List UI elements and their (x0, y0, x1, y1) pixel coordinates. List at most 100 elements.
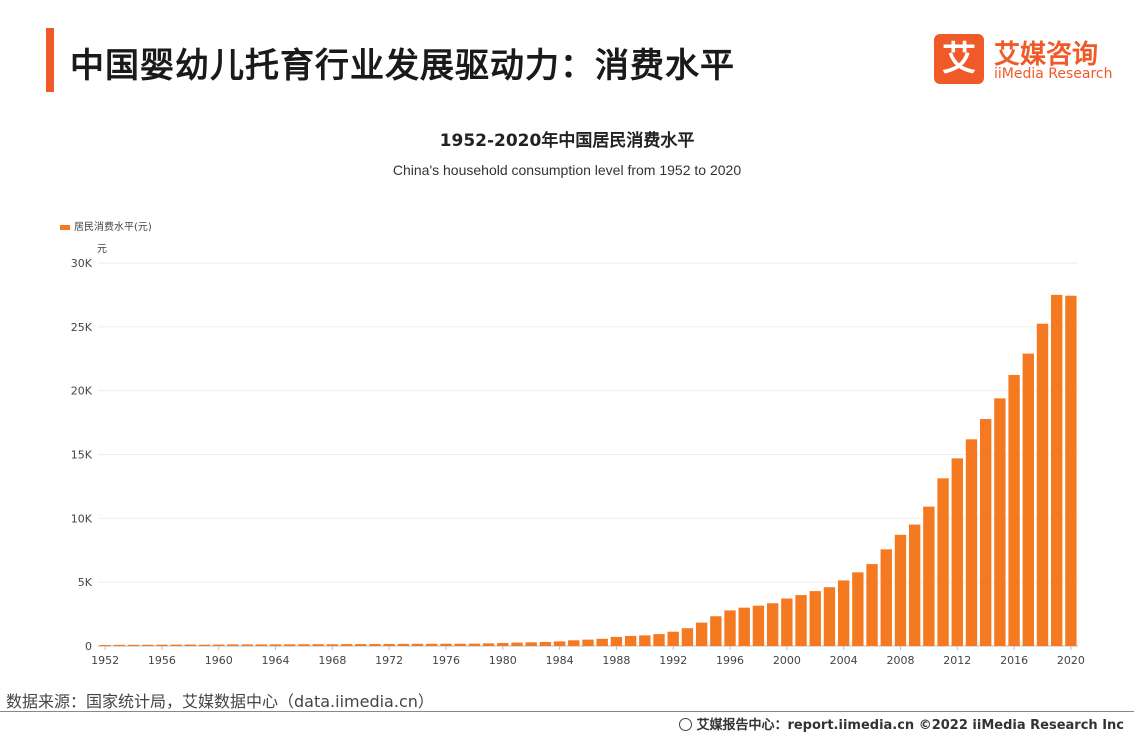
bar-1952[interactable] (99, 644, 111, 646)
bar-1954[interactable] (127, 644, 140, 646)
bar-2001[interactable] (795, 595, 807, 646)
iimedia-logo: 艾 艾媒咨询 iiMedia Research (934, 34, 1124, 86)
bar-1957[interactable] (170, 644, 182, 646)
y-tick-label: 5K (78, 576, 93, 589)
bar-2012[interactable] (951, 458, 963, 646)
bar-1978[interactable] (468, 643, 481, 646)
bar-1974[interactable] (411, 643, 424, 646)
bar-1990[interactable] (639, 635, 651, 646)
bar-1991[interactable] (653, 634, 665, 646)
bar-1958[interactable] (184, 644, 196, 646)
bar-1997[interactable] (738, 607, 750, 646)
bar-1995[interactable] (710, 616, 722, 646)
logo-mark-icon: 艾 (934, 34, 984, 84)
bar-2016[interactable] (1008, 374, 1020, 646)
bar-1984[interactable] (553, 641, 566, 646)
bar-1953[interactable] (113, 644, 125, 646)
globe-icon (679, 718, 693, 731)
bar-2019[interactable] (1051, 294, 1063, 646)
bar-2009[interactable] (908, 524, 921, 646)
bar-1988[interactable] (610, 636, 623, 646)
chart-subtitle: China's household consumption level from… (392, 162, 742, 178)
x-tick-label: 1968 (318, 654, 346, 667)
bar-1981[interactable] (511, 642, 523, 646)
bar-1956[interactable] (156, 644, 168, 646)
bar-2020[interactable] (1065, 295, 1077, 646)
x-tick-label: 1952 (91, 654, 119, 667)
y-axis-unit: 元 (97, 244, 107, 255)
x-tick-label: 1964 (262, 654, 290, 667)
bar-1996[interactable] (724, 610, 736, 646)
title-accent-bar (46, 28, 54, 92)
footer: 艾媒报告中心：report.iimedia.cn ©2022 iiMedia R… (679, 714, 1124, 733)
x-tick-label: 1960 (205, 654, 233, 667)
bar-2017[interactable] (1022, 353, 1034, 646)
footer-divider (0, 711, 1134, 712)
bar-1999[interactable] (766, 603, 779, 646)
bar-1998[interactable] (752, 605, 765, 646)
bar-2013[interactable] (965, 439, 978, 646)
bar-1968[interactable] (326, 644, 339, 646)
bar-1963[interactable] (255, 644, 268, 646)
bar-1975[interactable] (426, 643, 438, 646)
bar-1982[interactable] (525, 642, 537, 646)
y-tick-label: 15K (71, 449, 93, 462)
bar-1980[interactable] (497, 642, 509, 646)
bar-1969[interactable] (340, 644, 353, 646)
x-tick-label: 2020 (1057, 654, 1085, 667)
bar-1971[interactable] (369, 644, 381, 646)
bar-2007[interactable] (880, 549, 892, 646)
bar-2000[interactable] (781, 598, 793, 646)
bar-1955[interactable] (142, 644, 154, 646)
x-tick-label: 1992 (659, 654, 687, 667)
bar-2014[interactable] (980, 419, 992, 646)
bar-1987[interactable] (596, 638, 608, 646)
bar-1989[interactable] (624, 635, 637, 646)
bar-1961[interactable] (227, 644, 239, 646)
x-tick-label: 2012 (943, 654, 971, 667)
bar-2018[interactable] (1036, 323, 1049, 646)
x-tick-label: 2000 (773, 654, 801, 667)
bar-2015[interactable] (994, 398, 1006, 646)
bar-1976[interactable] (440, 643, 452, 646)
x-tick-label: 2004 (830, 654, 858, 667)
bar-1972[interactable] (383, 643, 395, 646)
bar-2006[interactable] (866, 564, 878, 646)
bar-1970[interactable] (355, 644, 367, 646)
x-tick-label: 1996 (716, 654, 744, 667)
x-tick-label: 2008 (886, 654, 914, 667)
chart-legend[interactable]: 居民消费水平(元) (60, 218, 152, 233)
bar-1985[interactable] (568, 640, 580, 646)
bar-1962[interactable] (241, 644, 253, 646)
bar-1979[interactable] (482, 643, 495, 646)
x-tick-label: 1988 (602, 654, 630, 667)
bar-1994[interactable] (695, 622, 708, 646)
bar-1977[interactable] (454, 643, 466, 646)
bar-1973[interactable] (397, 643, 410, 646)
page-title: 中国婴幼儿托育行业发展驱动力：消费水平 (70, 46, 735, 86)
bar-2004[interactable] (837, 580, 850, 646)
legend-swatch (60, 224, 70, 230)
logo-name-cn: 艾媒咨询 (994, 40, 1099, 70)
bar-2002[interactable] (809, 591, 821, 646)
data-source: 数据来源：国家统计局，艾媒数据中心（data.iimedia.cn） (6, 692, 434, 711)
x-tick-label: 1972 (375, 654, 403, 667)
bar-2011[interactable] (937, 478, 949, 646)
bar-2005[interactable] (852, 572, 864, 646)
bar-2010[interactable] (923, 506, 935, 646)
bar-1983[interactable] (539, 641, 552, 646)
bar-1960[interactable] (213, 644, 225, 646)
x-tick-label: 2016 (1000, 654, 1028, 667)
bar-1986[interactable] (582, 639, 594, 646)
y-tick-label: 20K (71, 385, 93, 398)
bar-1964[interactable] (269, 644, 282, 646)
bar-1966[interactable] (298, 644, 310, 646)
y-tick-label: 10K (71, 512, 93, 525)
bar-1965[interactable] (284, 644, 296, 646)
bar-1967[interactable] (312, 644, 324, 646)
bar-2008[interactable] (894, 534, 907, 646)
bar-1993[interactable] (681, 628, 694, 646)
bar-1959[interactable] (198, 644, 211, 646)
bar-1992[interactable] (667, 631, 679, 646)
bar-2003[interactable] (823, 587, 836, 646)
